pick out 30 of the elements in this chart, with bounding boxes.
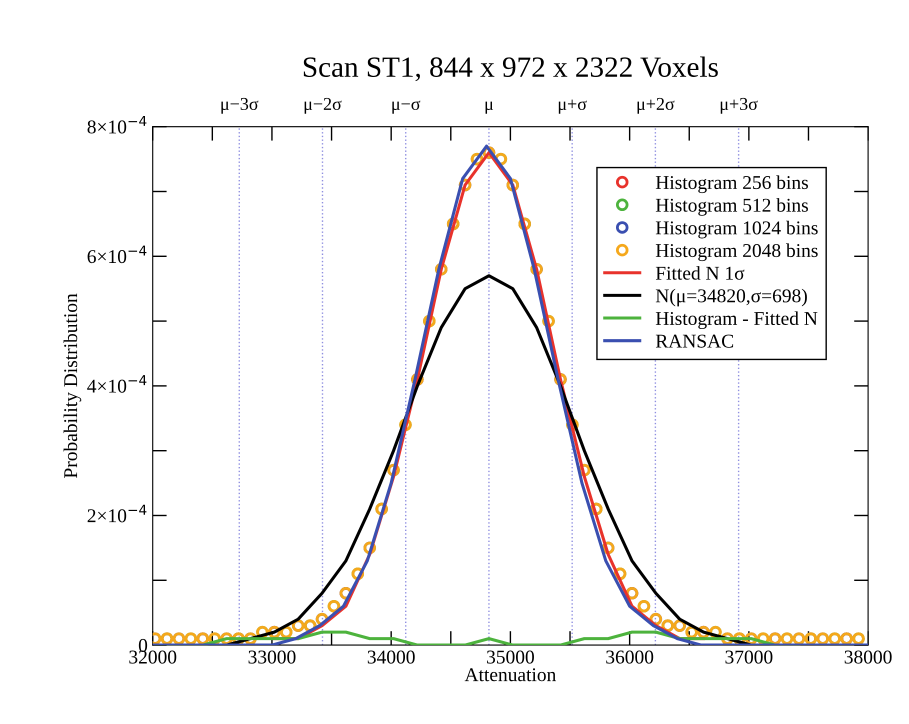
x-tick-label: 33000 xyxy=(248,650,296,664)
y-tick-label: 0 xyxy=(138,638,148,652)
ref-line-label: μ+σ xyxy=(558,100,587,114)
x-tick-label: 37000 xyxy=(725,650,772,664)
legend-label: Histogram 512 bins xyxy=(656,198,808,216)
x-tick-label: 35000 xyxy=(487,650,534,664)
y-tick-label: 2×10$^{−4}$ xyxy=(88,504,146,522)
ref-line-label: μ xyxy=(486,102,494,114)
y-tick-label: 4×10$^{−4}$ xyxy=(87,375,146,393)
legend-label: Histogram - Fitted N xyxy=(656,311,818,330)
y-tick-label: 6×10$^{−4}$ xyxy=(88,246,146,264)
legend-label: N(μ=34820,σ=698) xyxy=(656,288,807,306)
x-tick-label: 32000 xyxy=(129,650,176,664)
legend-label: Fitted N 1σ xyxy=(656,266,744,280)
legend-label: Histogram 256 bins xyxy=(656,175,808,194)
ref-line-label: μ−2σ xyxy=(304,98,342,114)
x-tick-label: 38000 xyxy=(844,650,892,664)
ref-line-label: μ+2σ xyxy=(638,98,674,114)
ref-line-label: μ+3σ xyxy=(720,98,758,114)
ref-line-label: μ−3σ xyxy=(221,98,258,114)
legend-label: Histogram 1024 bins xyxy=(656,220,818,238)
y-tick-label: 8×10$^{−4}$ xyxy=(88,116,146,134)
x-axis-title: Attenuation xyxy=(464,668,556,682)
x-tick-label: 36000 xyxy=(606,650,654,664)
y-axis-title: Probability Distribution xyxy=(64,294,82,478)
legend-label: RANSAC xyxy=(656,334,734,348)
ref-line-label: μ−σ xyxy=(392,100,420,114)
chart-title: Scan ST1, 844 x 972 x 2322 Voxels xyxy=(304,56,718,82)
x-tick-label: 34000 xyxy=(368,650,415,664)
legend-label: Histogram 2048 bins xyxy=(656,243,818,262)
